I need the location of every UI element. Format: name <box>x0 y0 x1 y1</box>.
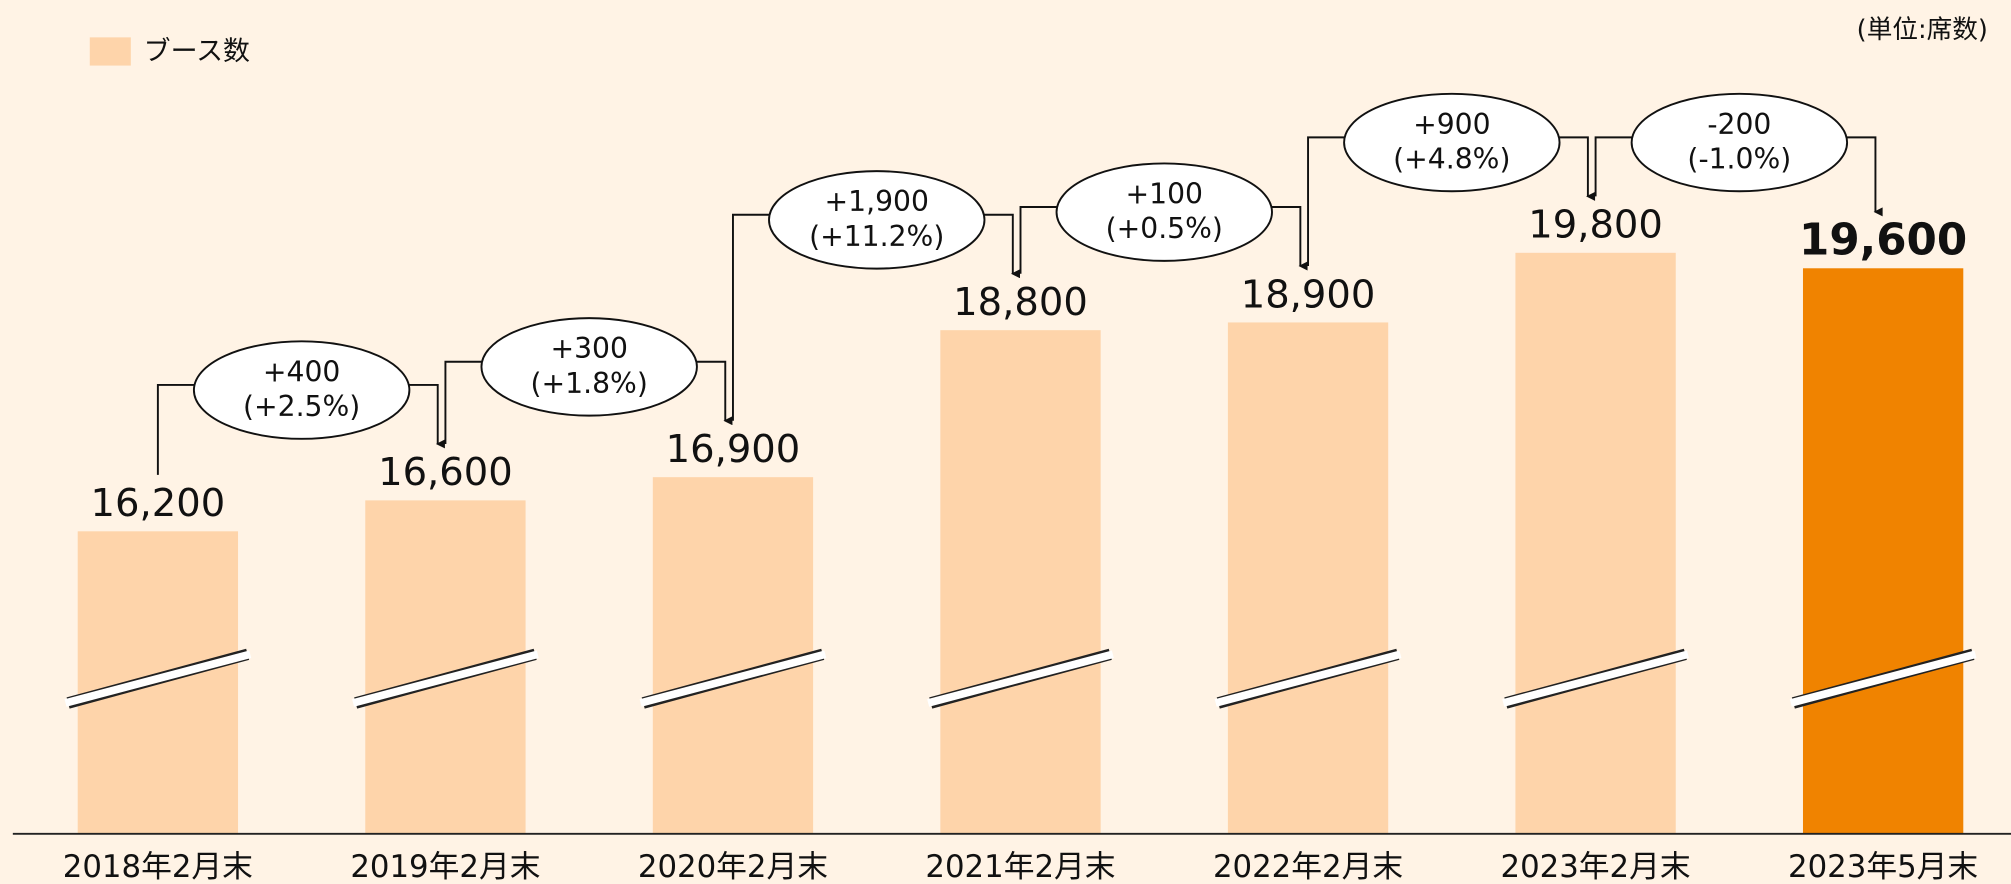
bar <box>1802 268 1964 834</box>
legend-label: ブース数 <box>144 36 250 67</box>
change-ratio: (+1.8%) <box>531 367 648 400</box>
x-tick-label: 2022年2月末 <box>1213 849 1403 884</box>
x-tick-label: 2023年5月末 <box>1788 849 1978 884</box>
change-value: +900 <box>1413 108 1490 141</box>
axis-break <box>352 650 539 707</box>
change-ratio: (+2.5%) <box>243 390 360 423</box>
change-bubble <box>480 317 698 417</box>
unit-label: (単位:席数) <box>1857 15 1988 45</box>
change-ratio: (-1.0%) <box>1687 142 1791 175</box>
change-value: +400 <box>263 355 340 388</box>
connector-arrow <box>691 360 733 426</box>
axis-break <box>1789 650 1977 707</box>
change-value: +100 <box>1126 177 1203 210</box>
axis-break <box>64 650 252 707</box>
value-label: 19,800 <box>1528 203 1663 248</box>
change-bubble <box>1630 92 1849 193</box>
connector <box>156 383 200 475</box>
change-bubble <box>768 170 986 270</box>
connector <box>732 213 775 421</box>
bar <box>1515 252 1676 834</box>
connector <box>1594 136 1637 197</box>
value-label: 18,800 <box>953 280 1088 325</box>
value-label: 16,900 <box>666 427 801 472</box>
legend-swatch <box>89 37 131 66</box>
change-value: +1,900 <box>825 185 929 218</box>
x-tick-label: 2023年2月末 <box>1501 849 1691 884</box>
change-ratio: (+0.5%) <box>1106 212 1223 245</box>
connector-arrow <box>1266 206 1308 271</box>
axis-break <box>1214 650 1402 707</box>
change-value: +300 <box>550 332 627 365</box>
connector <box>444 360 487 444</box>
x-tick-label: 2018年2月末 <box>63 849 253 884</box>
axis-break <box>1502 650 1689 707</box>
change-value: -200 <box>1707 108 1771 141</box>
x-tick-label: 2021年2月末 <box>925 849 1115 884</box>
x-tick-label: 2020年2月末 <box>638 849 828 884</box>
connector-arrow <box>1554 136 1596 201</box>
change-bubble <box>192 340 411 440</box>
value-label: 19,600 <box>1799 216 1967 266</box>
value-label: 16,600 <box>378 450 513 495</box>
axis-break <box>927 650 1114 707</box>
value-label: 16,200 <box>91 481 226 526</box>
connector-arrow <box>404 383 445 449</box>
change-bubble <box>1343 92 1561 193</box>
value-label: 18,900 <box>1241 272 1376 317</box>
change-ratio: (+4.8%) <box>1393 142 1510 175</box>
bar <box>652 477 814 834</box>
connector <box>1019 206 1062 274</box>
x-tick-label: 2019年2月末 <box>350 849 540 884</box>
change-bubble <box>1055 162 1273 262</box>
connector <box>1307 136 1350 267</box>
connector-arrow <box>979 213 1020 279</box>
change-ratio: (+11.2%) <box>809 220 944 253</box>
bar <box>1227 322 1389 834</box>
axis-break <box>639 650 827 707</box>
bar <box>940 330 1101 834</box>
connector-arrow <box>1841 136 1883 217</box>
